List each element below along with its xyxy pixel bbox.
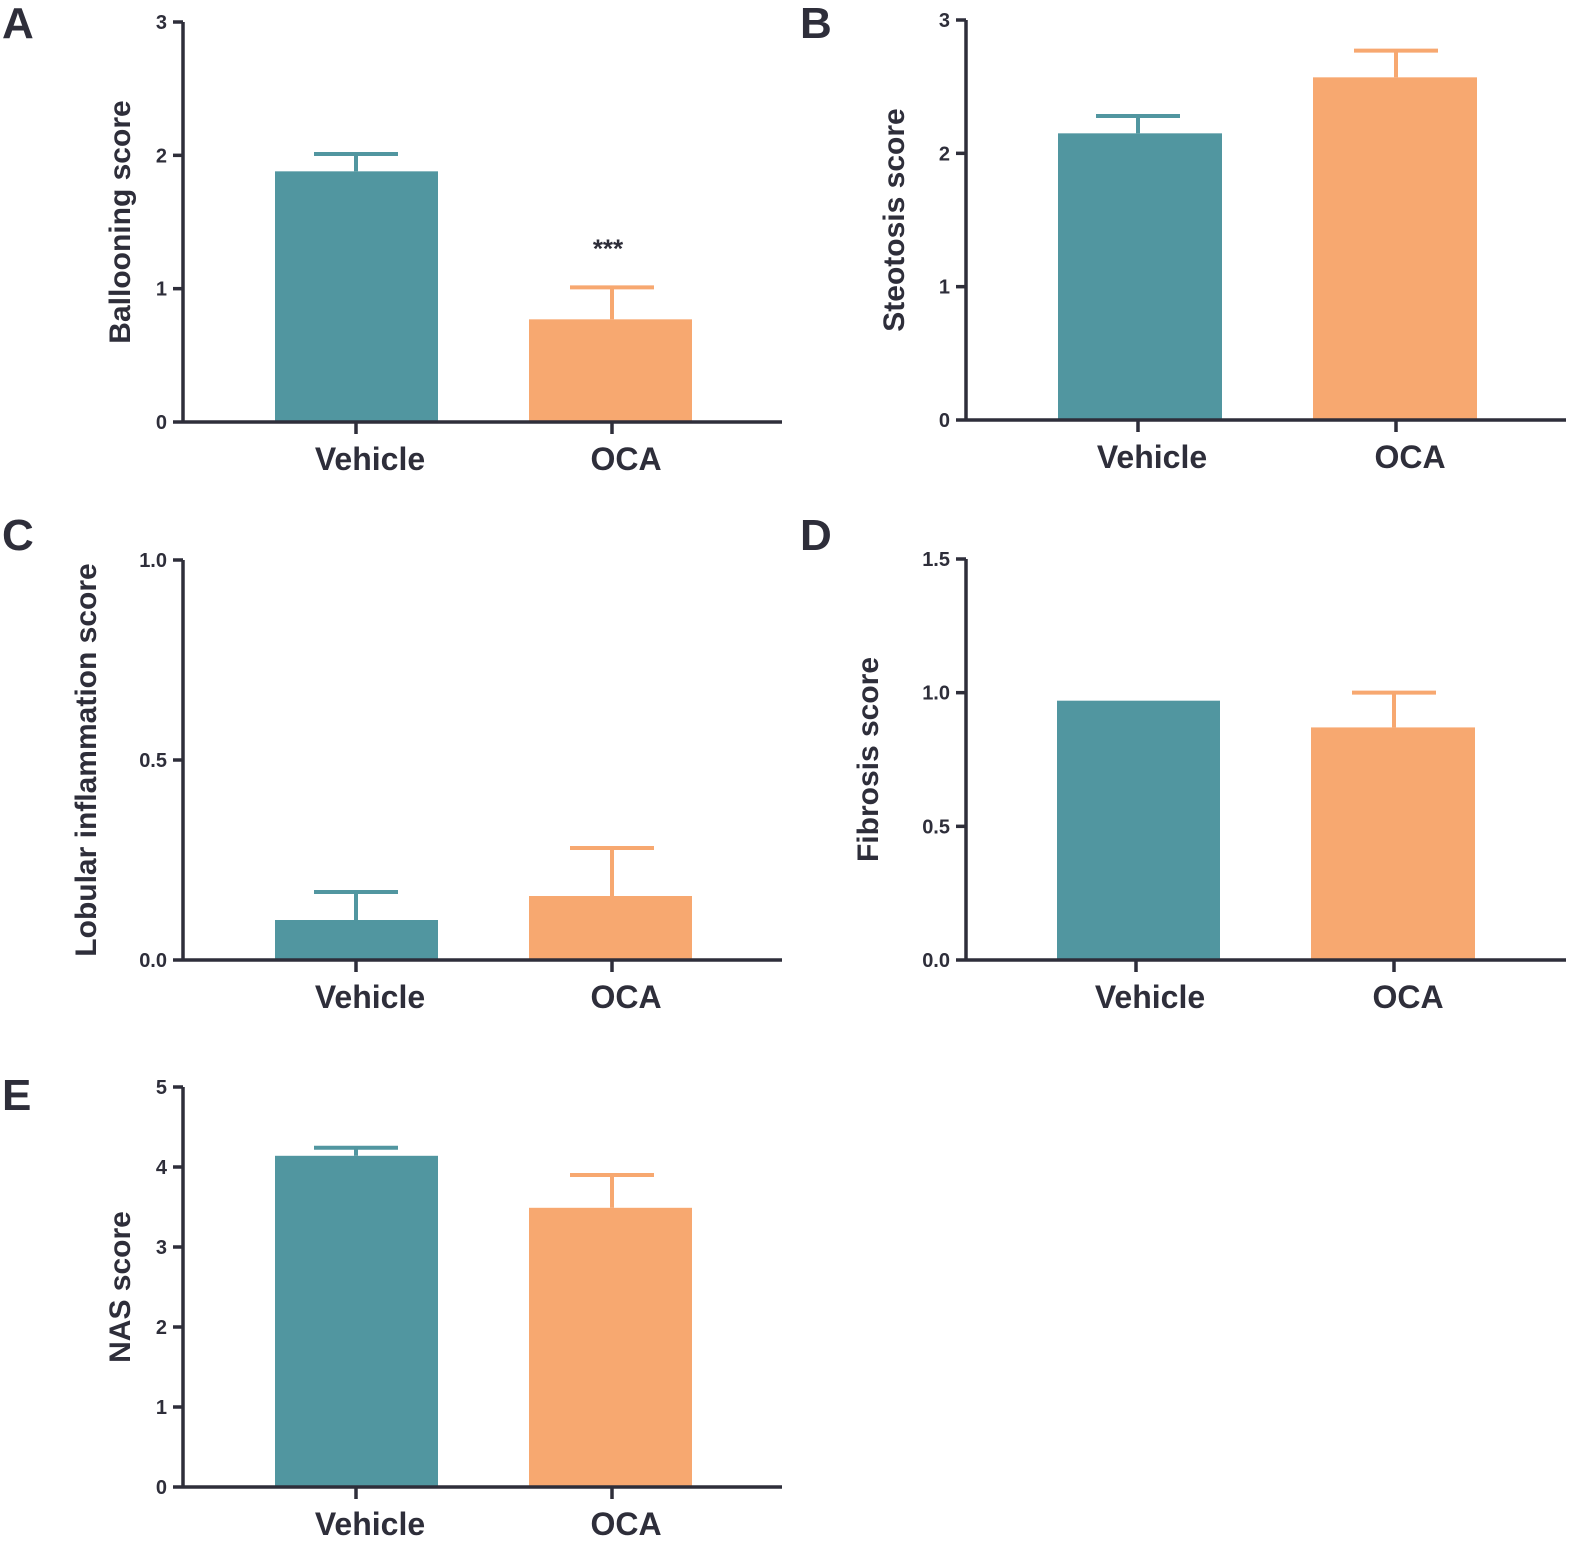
panel-d: D Vehicle OCA 0.0 0.5 1.0 1.5 Fibrosis score [800,511,1566,1015]
y-tick-label: 3 [156,12,167,34]
bar-oca [1313,77,1477,420]
bar-vehicle [1057,700,1220,960]
y-tick-label: 1 [939,277,950,299]
y-tick-label: 5 [156,1077,167,1099]
y-tick-label: 2 [939,143,950,165]
y-tick-label: 1 [156,279,167,301]
y-tick-label: 1 [156,1397,167,1419]
y-tick-label: 0.0 [139,950,167,972]
y-axis-label: Fibrosis score [852,657,885,862]
significance-label: *** [593,233,624,263]
x-tick-label: Vehicle [1097,439,1207,475]
bar-vehicle [1058,133,1222,421]
y-tick-label: 0 [156,412,167,434]
bar-oca [529,319,692,422]
bar-oca [529,896,692,960]
y-tick-label: 3 [939,10,950,32]
x-tick-label: Vehicle [315,1506,425,1542]
panel-a: A Vehicle OCA *** 0 1 2 3 Ballooning score [2,0,782,477]
y-axis-label: NAS score [104,1211,137,1363]
y-tick-label: 0 [939,410,950,432]
y-tick-label: 1.5 [922,549,950,571]
x-tick-label: Vehicle [315,979,425,1015]
x-tick-label: Vehicle [315,441,425,477]
x-tick-label: OCA [590,979,661,1015]
x-tick-label: OCA [590,1506,661,1542]
x-tick-label: OCA [590,441,661,477]
y-tick-label: 2 [156,145,167,167]
bar-vehicle [275,171,438,422]
panel-letter: B [800,0,832,48]
panel-letter: E [2,1071,31,1120]
y-tick-label: 3 [156,1237,167,1259]
y-axis-label: Lobular inflammation score [70,563,103,956]
bar-oca [529,1207,692,1487]
panel-e: E Vehicle OCA 0 1 2 3 4 5 NAS score [2,1071,782,1542]
x-tick-label: OCA [1374,439,1445,475]
panel-letter: A [2,0,34,48]
y-tick-label: 0.5 [922,816,950,838]
y-axis-label: Steotosis score [878,108,911,331]
bar-vehicle [275,920,438,960]
bar-oca [1311,727,1475,960]
y-tick-label: 4 [156,1157,168,1179]
y-axis-label: Ballooning score [104,100,137,343]
y-tick-label: 0.0 [922,950,950,972]
panel-letter: D [800,511,832,560]
y-tick-label: 0.5 [139,750,167,772]
x-tick-label: OCA [1372,979,1443,1015]
y-tick-label: 1.0 [922,683,950,705]
panel-c: C Vehicle OCA 0.0 0.5 1.0 Lobular inflammation… [2,511,782,1015]
y-tick-label: 2 [156,1317,167,1339]
bar-vehicle [275,1155,438,1487]
y-tick-label: 1.0 [139,550,167,572]
panel-b: B Vehicle OCA 0 1 2 3 Steotosis score [800,0,1566,475]
panel-letter: C [2,511,34,560]
x-tick-label: Vehicle [1095,979,1205,1015]
y-tick-label: 0 [156,1477,167,1499]
